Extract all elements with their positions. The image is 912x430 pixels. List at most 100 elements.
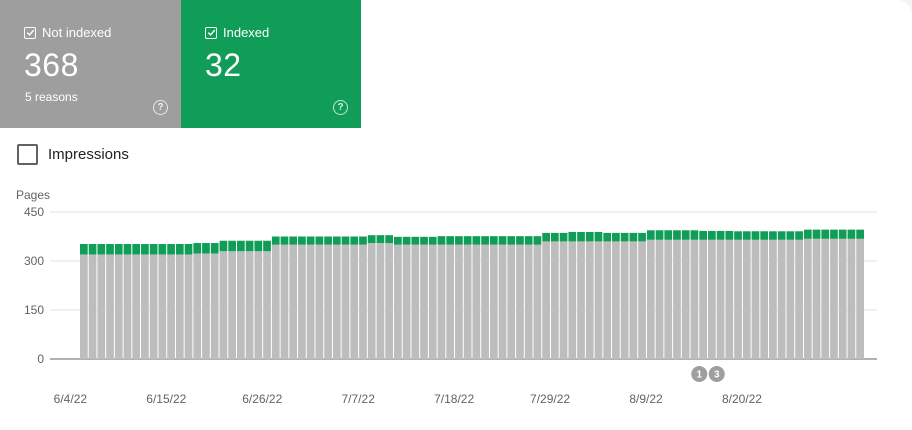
indexed-bar[interactable] <box>577 231 585 242</box>
not-indexed-bar[interactable] <box>123 254 132 359</box>
indexed-bar[interactable] <box>463 236 472 245</box>
not-indexed-bar[interactable] <box>655 239 664 359</box>
not-indexed-bar[interactable] <box>716 239 725 359</box>
not-indexed-bar[interactable] <box>132 254 141 359</box>
not-indexed-bar[interactable] <box>725 239 734 359</box>
not-indexed-bar[interactable] <box>481 244 489 359</box>
not-indexed-bar[interactable] <box>88 254 97 359</box>
indexed-bar[interactable] <box>228 240 236 252</box>
indexed-bar[interactable] <box>315 236 324 245</box>
indexed-bar[interactable] <box>298 236 306 245</box>
indexed-bar[interactable] <box>507 236 516 245</box>
not-indexed-bar[interactable] <box>446 244 455 359</box>
indexed-bar[interactable] <box>263 240 271 252</box>
not-indexed-bar[interactable] <box>585 241 594 359</box>
impressions-checkbox[interactable] <box>17 144 38 165</box>
not-indexed-bar[interactable] <box>516 244 524 359</box>
not-indexed-bar[interactable] <box>690 239 699 359</box>
not-indexed-bar[interactable] <box>551 241 559 359</box>
indexed-bar[interactable] <box>280 236 289 245</box>
indexed-bar[interactable] <box>158 244 167 255</box>
indexed-bar[interactable] <box>708 230 716 240</box>
indexed-bar[interactable] <box>760 231 769 240</box>
not-indexed-bar[interactable] <box>245 251 254 359</box>
not-indexed-bar[interactable] <box>742 239 751 359</box>
indexed-bar[interactable] <box>254 240 263 252</box>
not-indexed-bar[interactable] <box>350 244 359 359</box>
indexed-bar[interactable] <box>690 230 699 240</box>
indexed-bar[interactable] <box>620 232 629 242</box>
indexed-bar[interactable] <box>324 236 332 245</box>
not-indexed-bar[interactable] <box>856 238 864 359</box>
not-indexed-bar[interactable] <box>568 241 577 359</box>
not-indexed-bar[interactable] <box>254 251 263 359</box>
indexed-bar[interactable] <box>359 236 367 245</box>
impressions-toggle[interactable]: Impressions <box>17 144 129 165</box>
not-indexed-bar[interactable] <box>699 239 707 359</box>
indexed-bar[interactable] <box>141 244 149 255</box>
not-indexed-bar[interactable] <box>411 244 420 359</box>
not-indexed-bar[interactable] <box>298 244 306 359</box>
help-icon[interactable]: ? <box>333 100 348 115</box>
indexed-bar[interactable] <box>237 240 245 252</box>
not-indexed-checkbox[interactable] <box>24 26 36 39</box>
not-indexed-bar[interactable] <box>533 244 542 359</box>
not-indexed-bar[interactable] <box>803 238 812 359</box>
not-indexed-bar[interactable] <box>80 254 88 359</box>
not-indexed-bar[interactable] <box>263 251 271 359</box>
not-indexed-bar[interactable] <box>402 244 411 359</box>
not-indexed-bar[interactable] <box>507 244 516 359</box>
indexed-bar[interactable] <box>420 236 428 245</box>
not-indexed-bar[interactable] <box>760 239 769 359</box>
indexed-bar[interactable] <box>411 236 420 245</box>
indexed-bar[interactable] <box>795 231 803 240</box>
not-indexed-bar[interactable] <box>577 241 585 359</box>
not-indexed-bar[interactable] <box>385 243 393 359</box>
not-indexed-bar[interactable] <box>289 244 298 359</box>
indexed-bar[interactable] <box>132 244 141 255</box>
not-indexed-bar[interactable] <box>394 244 402 359</box>
not-indexed-bar[interactable] <box>376 243 385 359</box>
not-indexed-bar[interactable] <box>167 254 175 359</box>
indexed-bar[interactable] <box>838 229 847 239</box>
indexed-bar[interactable] <box>394 236 402 245</box>
not-indexed-bar[interactable] <box>359 244 367 359</box>
indexed-bar[interactable] <box>306 236 315 245</box>
not-indexed-bar[interactable] <box>646 239 655 359</box>
indexed-bar[interactable] <box>612 232 620 242</box>
indexed-bar[interactable] <box>402 236 411 245</box>
indexed-bar[interactable] <box>175 244 184 255</box>
not-indexed-bar[interactable] <box>324 244 332 359</box>
indexed-bar[interactable] <box>149 244 158 255</box>
not-indexed-tile[interactable]: Not indexed 368 5 reasons ? <box>0 0 181 128</box>
indexed-bar[interactable] <box>428 236 437 245</box>
indexed-bar[interactable] <box>681 230 690 240</box>
not-indexed-bar[interactable] <box>629 241 638 359</box>
indexed-bar[interactable] <box>385 235 393 244</box>
indexed-bar[interactable] <box>350 236 359 245</box>
not-indexed-bar[interactable] <box>367 243 376 359</box>
indexed-bar[interactable] <box>734 231 742 240</box>
indexed-bar[interactable] <box>856 229 864 239</box>
indexed-bar[interactable] <box>489 236 498 245</box>
indexed-bar[interactable] <box>481 236 489 245</box>
indexed-bar[interactable] <box>202 243 210 254</box>
indexed-bar[interactable] <box>803 229 812 239</box>
indexed-bar[interactable] <box>594 231 603 242</box>
annotation-marker[interactable] <box>708 366 725 382</box>
indexed-bar[interactable] <box>341 236 350 245</box>
indexed-bar[interactable] <box>533 236 542 245</box>
indexed-bar[interactable] <box>184 244 193 255</box>
not-indexed-bar[interactable] <box>219 251 228 359</box>
indexed-bar[interactable] <box>551 232 559 242</box>
not-indexed-bar[interactable] <box>106 254 114 359</box>
not-indexed-bar[interactable] <box>175 254 184 359</box>
indexed-bar[interactable] <box>638 232 646 242</box>
indexed-bar[interactable] <box>629 232 638 242</box>
indexed-bar[interactable] <box>516 236 524 245</box>
not-indexed-bar[interactable] <box>237 251 245 359</box>
not-indexed-bar[interactable] <box>341 244 350 359</box>
indexed-bar[interactable] <box>585 231 594 242</box>
indexed-bar[interactable] <box>830 229 838 239</box>
indexed-bar[interactable] <box>673 230 681 240</box>
